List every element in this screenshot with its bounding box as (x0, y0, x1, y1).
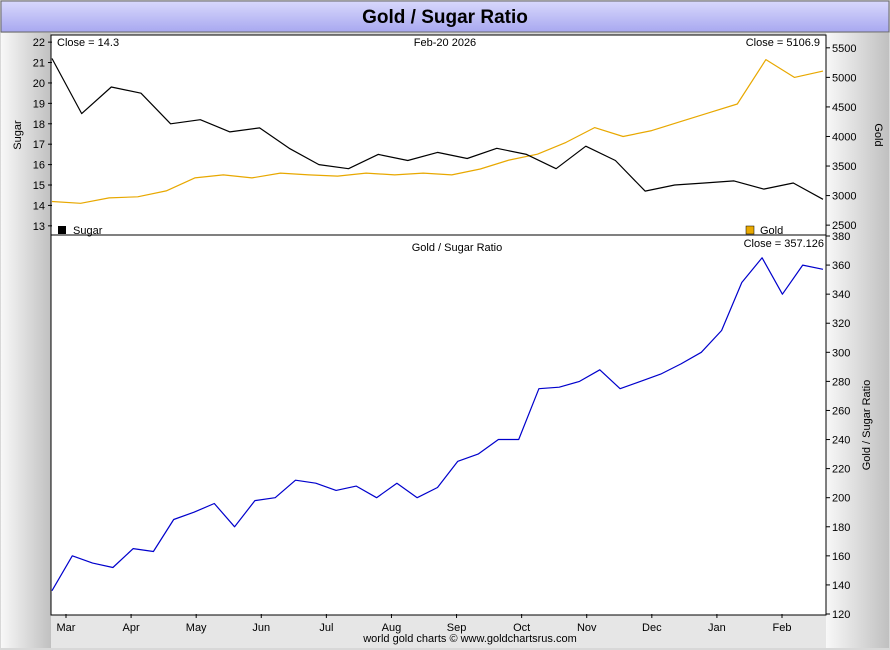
ratio-tick-label: 340 (832, 289, 850, 301)
month-tick-label: Oct (513, 622, 530, 634)
ratio-tick-label: 240 (832, 435, 850, 447)
ratio-tick-label: 120 (832, 609, 850, 621)
sugar-axis: 13 14 15 16 17 18 19 20 21 22 (33, 37, 52, 233)
month-tick-label: Jan (708, 622, 726, 634)
ratio-tick-label: 360 (832, 260, 850, 272)
gold-tick-label: 3500 (832, 161, 856, 173)
month-tick-label: Feb (773, 622, 792, 634)
month-axis: Mar Apr May Jun Jul Aug Sep Oct Nov Dec Jan Feb (57, 614, 792, 634)
ratio-tick-label: 260 (832, 405, 850, 417)
ratio-tick-label: 380 (832, 231, 850, 243)
gold-tick-label: 5500 (832, 43, 856, 55)
gold-axis: 2500 3000 3500 4000 4500 5000 5500 (826, 43, 856, 232)
ratio-series-line (51, 257, 824, 592)
sugar-tick-label: 22 (33, 37, 45, 49)
sugar-tick-label: 16 (33, 160, 45, 172)
sugar-legend-label: Sugar (73, 225, 103, 237)
right-side-panel (826, 33, 889, 648)
gold-tick-label: 4000 (832, 131, 856, 143)
sugar-tick-label: 21 (33, 58, 45, 70)
bottom-panel (50, 234, 827, 616)
footer-credit: world gold charts © www.goldchartsrus.co… (362, 633, 577, 645)
ratio-tick-label: 180 (832, 522, 850, 534)
month-tick-label: Aug (382, 622, 402, 634)
month-tick-label: Sep (447, 622, 467, 634)
ratio-axis-title: Gold / Sugar Ratio (861, 380, 873, 471)
sugar-tick-label: 19 (33, 98, 45, 110)
gold-close-label: Close = 5106.9 (746, 37, 820, 49)
ratio-close-label: Close = 357.126 (744, 238, 824, 250)
gold-tick-label: 4500 (832, 102, 856, 114)
sugar-legend-swatch (58, 226, 66, 234)
sugar-close-label: Close = 14.3 (57, 37, 119, 49)
sugar-tick-label: 15 (33, 180, 45, 192)
gold-axis-title: Gold (872, 123, 884, 146)
sugar-tick-label: 18 (33, 119, 45, 131)
ratio-panel-title: Gold / Sugar Ratio (412, 242, 503, 254)
month-tick-label: Dec (642, 622, 662, 634)
ratio-tick-label: 280 (832, 376, 850, 388)
gold-tick-label: 2500 (832, 220, 856, 232)
month-tick-label: Apr (123, 622, 140, 634)
sugar-tick-label: 20 (33, 78, 45, 90)
month-tick-label: May (186, 622, 207, 634)
series-layer (51, 58, 824, 592)
ratio-tick-label: 140 (832, 580, 850, 592)
sugar-tick-label: 17 (33, 139, 45, 151)
gold-series-line (51, 58, 824, 204)
gold-tick-label: 5000 (832, 72, 856, 84)
gold-legend-swatch (745, 225, 755, 235)
sugar-tick-label: 14 (33, 200, 45, 212)
ratio-tick-label: 160 (832, 551, 850, 563)
month-tick-label: Mar (57, 622, 76, 634)
left-side-panel (1, 33, 51, 648)
month-tick-label: Jun (252, 622, 270, 634)
bottom-strip (51, 615, 826, 648)
sugar-series-line (51, 58, 824, 200)
gold-tick-label: 3000 (832, 191, 856, 203)
page-title: Gold / Sugar Ratio (362, 7, 528, 28)
ratio-tick-label: 220 (832, 464, 850, 476)
sugar-axis-title: Sugar (12, 120, 24, 150)
gold-legend-label: Gold (760, 225, 783, 237)
month-tick-label: Nov (577, 622, 597, 634)
ratio-tick-label: 200 (832, 493, 850, 505)
date-label: Feb-20 2026 (414, 37, 476, 49)
title-bar (0, 0, 890, 33)
ratio-axis: 120 140 160 180 200 220 240 260 280 300 320 340 360 3… (826, 231, 850, 621)
ratio-tick-label: 320 (832, 318, 850, 330)
top-panel (50, 34, 827, 236)
month-tick-label: Jul (319, 622, 333, 634)
sugar-tick-label: 13 (33, 221, 45, 233)
ratio-tick-label: 300 (832, 347, 850, 359)
